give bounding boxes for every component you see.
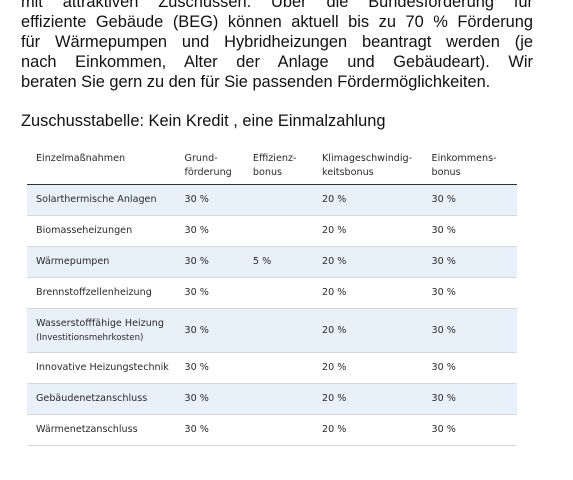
cell-climate-speed-bonus: 20 % <box>321 352 432 384</box>
cell-measure-name: Wasserstofffähige Heizung <box>36 317 164 329</box>
cell-climate-speed-bonus: 20 % <box>321 277 432 309</box>
cell-climate-speed-bonus: 20 % <box>321 383 432 415</box>
header-efficiency-bonus: Effizienz-bonus <box>252 142 322 185</box>
table-row: Wasserstofffähige Heizung (Investitionsme… <box>27 308 517 353</box>
cell-base-funding: 30 % <box>184 246 253 278</box>
cell-base-funding: 30 % <box>184 414 253 446</box>
cell-climate-speed-bonus: 20 % <box>321 414 432 446</box>
cell-income-bonus: 30 % <box>431 246 517 278</box>
cell-efficiency-bonus <box>252 414 322 446</box>
header-income-bonus: Einkommens-bonus <box>431 142 517 185</box>
cell-income-bonus: 30 % <box>431 352 517 384</box>
cell-efficiency-bonus: 5 % <box>252 246 322 278</box>
cell-climate-speed-bonus: 20 % <box>321 215 432 247</box>
cell-efficiency-bonus <box>252 352 322 384</box>
table-header-row: Einzelmaßnahmen Grund-förderung Effizien… <box>27 142 517 185</box>
subsidy-table: Einzelmaßnahmen Grund-förderung Effizien… <box>27 142 517 446</box>
header-base-funding: Grund-förderung <box>184 142 253 185</box>
header-measures: Einzelmaßnahmen <box>27 142 185 185</box>
intro-line: effiziente Gebäude (BEG) können aktuell … <box>21 13 533 31</box>
cell-measure: Innovative Heizungstechnik <box>27 352 185 384</box>
cell-measure: Wärmepumpen <box>27 246 185 278</box>
header-climate-speed-bonus: Klimageschwindig-keitsbonus <box>321 142 432 185</box>
cell-climate-speed-bonus: 20 % <box>321 246 432 278</box>
cell-climate-speed-bonus: 20 % <box>321 184 432 216</box>
cell-measure-note: (Investitionsmehrkosten) <box>36 332 144 343</box>
cell-base-funding: 30 % <box>184 215 253 247</box>
cell-income-bonus: 30 % <box>431 215 517 247</box>
cell-measure: Gebäudenetzanschluss <box>27 383 185 415</box>
cell-income-bonus: 30 % <box>431 383 517 415</box>
table-caption: Zuschusstabelle: Kein Kredit , eine Einm… <box>21 112 386 130</box>
cell-measure: Biomasseheizungen <box>27 215 185 247</box>
cell-efficiency-bonus <box>252 184 322 216</box>
cell-measure: Brennstoffzellenheizung <box>27 277 185 309</box>
table-row: Innovative Heizungstechnik 30 % 20 % 30 … <box>27 352 517 384</box>
intro-line: beraten Sie gern zu den für Sie passende… <box>21 73 491 91</box>
intro-line: mit attraktiven Zuschüssen. Über die Bun… <box>21 0 533 11</box>
cell-income-bonus: 30 % <box>431 308 517 353</box>
cell-climate-speed-bonus: 20 % <box>321 308 432 353</box>
cell-base-funding: 30 % <box>184 184 253 216</box>
cell-income-bonus: 30 % <box>431 414 517 446</box>
intro-line: für Wärmepumpen und Hybridheizungen bean… <box>21 33 533 51</box>
cell-measure: Wasserstofffähige Heizung (Investitionsme… <box>27 308 185 353</box>
intro-paragraph: mit attraktiven Zuschüssen. Über die Bun… <box>21 0 533 92</box>
table-row: Wärmenetzanschluss 30 % 20 % 30 % <box>27 414 517 446</box>
intro-line: nach Einkommen, Alter der Anlage und Geb… <box>21 53 533 71</box>
cell-income-bonus: 30 % <box>431 277 517 309</box>
table-row: Biomasseheizungen 30 % 20 % 30 % <box>27 215 517 247</box>
cell-base-funding: 30 % <box>184 383 253 415</box>
cell-efficiency-bonus <box>252 215 322 247</box>
cell-measure: Wärmenetzanschluss <box>27 414 185 446</box>
cell-efficiency-bonus <box>252 308 322 353</box>
cell-base-funding: 30 % <box>184 352 253 384</box>
table-row: Solarthermische Anlagen 30 % 20 % 30 % <box>27 184 517 216</box>
cell-efficiency-bonus <box>252 277 322 309</box>
cell-income-bonus: 30 % <box>431 184 517 216</box>
table-row: Gebäudenetzanschluss 30 % 20 % 30 % <box>27 383 517 415</box>
table-row: Wärmepumpen 30 % 5 % 20 % 30 % <box>27 246 517 278</box>
cell-efficiency-bonus <box>252 383 322 415</box>
cell-base-funding: 30 % <box>184 308 253 353</box>
cell-measure: Solarthermische Anlagen <box>27 184 185 216</box>
cell-base-funding: 30 % <box>184 277 253 309</box>
table-row: Brennstoffzellenheizung 30 % 20 % 30 % <box>27 277 517 309</box>
